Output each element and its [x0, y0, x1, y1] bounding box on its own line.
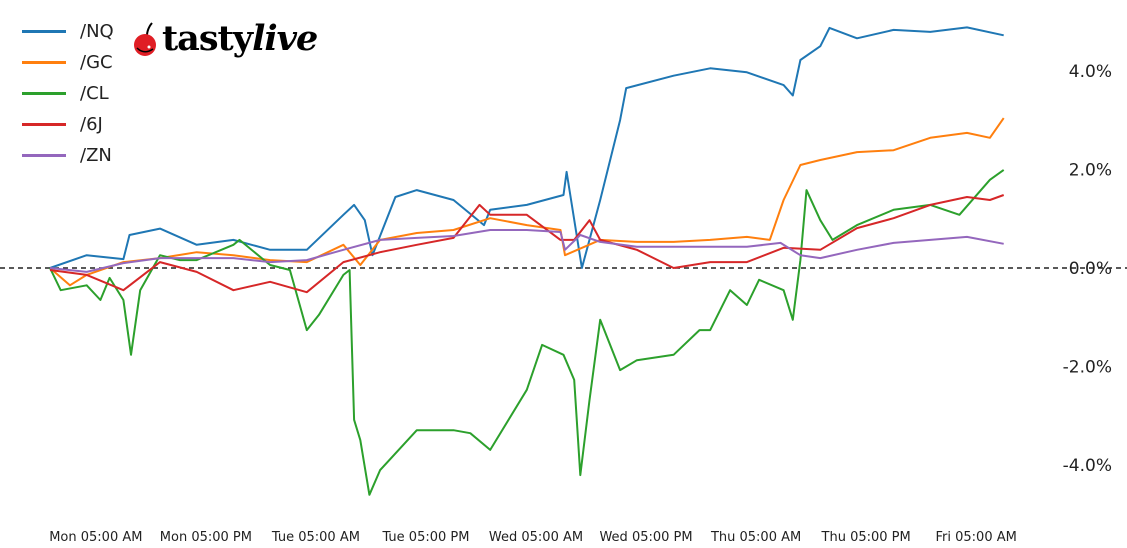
legend-label: /6J: [80, 114, 103, 135]
legend-item: /CL: [22, 78, 114, 109]
legend-label: /ZN: [80, 145, 112, 166]
series-line-cl: [49, 169, 1005, 496]
x-tick-label: Mon 05:00 AM: [49, 530, 142, 545]
legend-swatch: [22, 154, 66, 157]
y-tick-label: 0.0%: [1069, 259, 1112, 279]
x-tick-label: Mon 05:00 PM: [160, 530, 252, 545]
cherry-icon: [134, 21, 156, 56]
legend-swatch: [22, 61, 66, 64]
series-line-zn: [49, 229, 1004, 273]
legend-label: /GC: [80, 52, 113, 73]
x-tick-label: Wed 05:00 AM: [489, 530, 583, 545]
y-tick-label: 4.0%: [1069, 62, 1112, 82]
series-line-gc: [49, 117, 1005, 287]
legend-item: /GC: [22, 47, 114, 78]
x-tick-label: Fri 05:00 AM: [936, 530, 1017, 545]
chart-legend: /NQ/GC/CL/6J/ZN: [22, 16, 114, 171]
x-tick-label: Tue 05:00 PM: [381, 530, 469, 545]
legend-swatch: [22, 123, 66, 126]
legend-item: /6J: [22, 109, 114, 140]
series-line-6j: [49, 194, 1005, 294]
legend-label: /NQ: [80, 21, 114, 42]
legend-label: /CL: [80, 83, 109, 104]
x-tick-label: Thu 05:00 PM: [821, 530, 911, 545]
y-tick-label: -4.0%: [1063, 456, 1112, 476]
series-line-nq: [49, 26, 1004, 269]
tastylive-logo: tastylive: [132, 18, 318, 59]
y-tick-label: 2.0%: [1069, 160, 1112, 180]
legend-swatch: [22, 92, 66, 95]
x-tick-label: Wed 05:00 PM: [599, 530, 692, 545]
logo-text: tastylive: [162, 18, 318, 59]
legend-swatch: [22, 30, 66, 33]
x-tick-label: Thu 05:00 AM: [710, 530, 801, 545]
x-tick-label: Tue 05:00 AM: [271, 530, 360, 545]
y-tick-label: -2.0%: [1063, 358, 1112, 378]
legend-item: /ZN: [22, 140, 114, 171]
legend-item: /NQ: [22, 16, 114, 47]
